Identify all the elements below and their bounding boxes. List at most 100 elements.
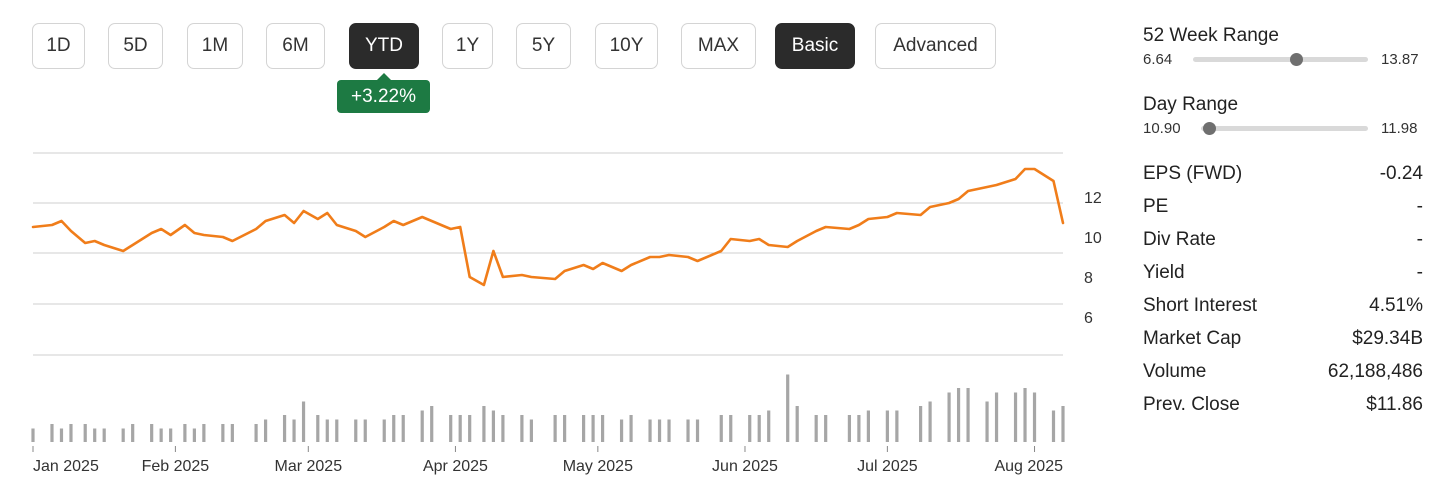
volume-bar [667,419,671,442]
stat-row-prev-close: Prev. Close $11.86 [1143,394,1423,418]
volume-bar [430,406,434,442]
volume-bar [563,415,567,442]
volume-bar [150,424,154,442]
stat-row-volume: Volume 62,188,486 [1143,361,1423,385]
y-tick-label: 12 [1084,190,1102,207]
volume-bar [325,419,329,442]
x-tick-label: Jan 2025 [33,458,99,475]
volume-bar [600,415,605,442]
stat-label: Yield [1143,262,1185,283]
volume-bar [919,406,923,442]
week52-range-marker [1289,53,1303,66]
volume-bar [581,415,586,442]
volume-bar [629,415,633,442]
day-range-low: 10.90 [1143,120,1181,137]
volume-bar [895,410,899,442]
stat-label: Div Rate [1143,229,1216,250]
stat-value: - [1416,262,1423,283]
volume-bar [458,415,462,442]
volume-bar [520,415,524,442]
volume-bar [183,424,187,442]
stat-value: - [1416,196,1423,217]
range-button-5y[interactable]: 5Y [516,23,571,69]
volume-bar [449,415,453,442]
volume-bar [824,415,828,442]
volume-bar [956,388,961,442]
volume-bar [169,428,173,442]
volume-bar [719,415,723,442]
stat-label: Volume [1143,361,1207,382]
volume-bar [767,410,771,442]
volume-bar [102,428,106,442]
volume-bar [928,401,932,442]
volume-bar [131,424,135,442]
x-tick-label: Mar 2025 [275,458,343,475]
volume-bar [93,428,97,442]
x-axis-ticks: Jan 2025 Feb 2025 Mar 2025 Apr 2025 May 2025… [32,446,1063,475]
stat-label: Market Cap [1143,328,1242,349]
volume-bar [1032,392,1037,442]
volume-bar [729,415,733,442]
volume-bar [50,424,54,442]
volume-bar [401,415,405,442]
day-range-title: Day Range [1143,94,1239,115]
chart-grid [33,152,1063,356]
volume-bar [847,415,852,442]
volume-bar [263,419,268,442]
volume-bar [69,424,73,442]
y-tick-label: 8 [1084,270,1093,287]
volume-bar [254,424,258,442]
volume-bar [947,392,951,442]
x-tick-label: Feb 2025 [142,458,210,475]
stat-value: $11.86 [1366,394,1423,415]
mode-button-advanced[interactable]: Advanced [875,23,996,69]
volume-bar [814,415,818,442]
stat-row-eps: EPS (FWD) -0.24 [1143,163,1423,187]
volume-bar [354,419,358,442]
stat-value: -0.24 [1379,163,1423,184]
volume-bar [695,419,700,442]
week52-range-track [1193,57,1368,62]
stat-value: $29.34B [1352,328,1423,349]
range-button-1m[interactable]: 1M [187,23,243,69]
volume-bar [885,410,889,442]
stat-label: Prev. Close [1143,394,1240,415]
volume-bar [994,392,999,442]
price-chart: 6 8 10 12 Jan 2025 Feb 2025 Mar 2025 Apr 2025 M… [31,152,1102,475]
volume-bar [301,401,306,442]
volume-bar [529,419,533,442]
volume-bar [316,415,320,442]
volume-bar [795,406,799,442]
stat-value: - [1416,229,1423,250]
stat-label: PE [1143,196,1169,217]
range-button-ytd[interactable]: YTD [349,23,419,69]
stat-row-short-interest: Short Interest 4.51% [1143,295,1423,319]
volume-bar [857,415,861,442]
range-button-10y[interactable]: 10Y [595,23,658,69]
x-tick-label: Jul 2025 [857,458,918,475]
stat-value: 4.51% [1369,295,1423,316]
price-line [31,167,1065,287]
day-range-marker [1202,122,1216,135]
range-button-1d[interactable]: 1D [32,23,85,69]
x-tick-label: Aug 2025 [994,458,1063,475]
price-line-layer [31,167,1065,287]
stat-value: 62,188,486 [1327,361,1423,382]
y-tick-label: 6 [1084,310,1093,327]
range-button-1y[interactable]: 1Y [442,23,493,69]
volume-bar [866,410,870,442]
volume-bar [619,419,624,442]
range-button-max[interactable]: MAX [681,23,756,69]
volume-bar [553,415,557,442]
mode-button-basic[interactable]: Basic [775,23,855,69]
range-button-6m[interactable]: 6M [266,23,325,69]
volume-bar [382,419,386,442]
volume-bar [1013,392,1018,442]
stat-label: EPS (FWD) [1143,163,1243,184]
range-button-5d[interactable]: 5D [108,23,163,69]
volume-bar [282,415,287,442]
volume-bar [202,424,206,442]
x-tick-label: Apr 2025 [423,458,488,475]
volume-bar [491,410,496,442]
volume-bar [31,428,35,442]
